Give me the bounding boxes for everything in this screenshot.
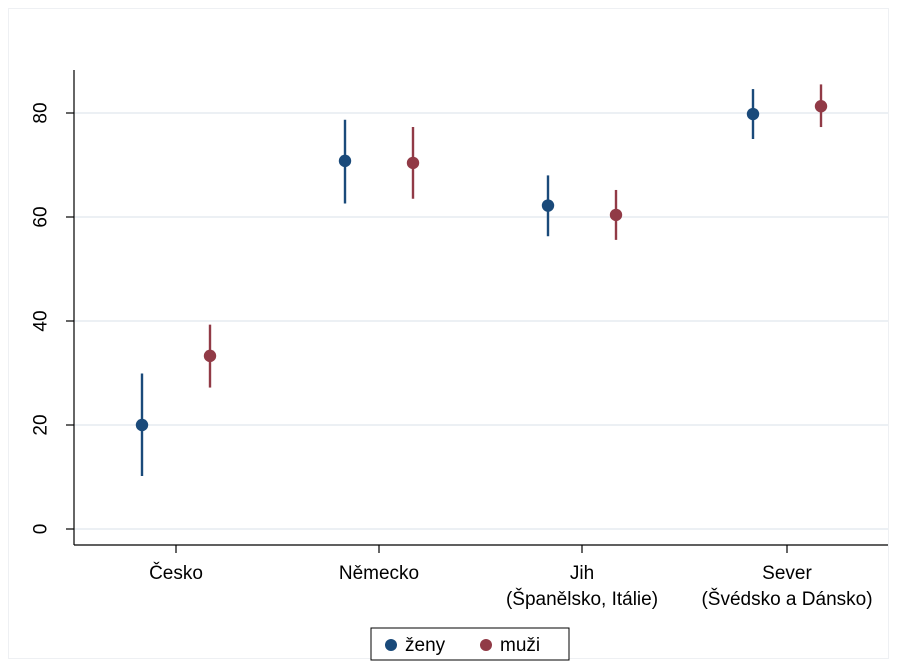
legend-box (370, 627, 570, 661)
grid (74, 112, 888, 530)
data-point (746, 107, 760, 121)
data-point (609, 208, 623, 222)
y-tick-label: 80 (31, 102, 52, 123)
data-point (338, 154, 352, 168)
legend-marker (480, 639, 492, 651)
data-point (135, 418, 149, 432)
x-tick-label: Sever (762, 563, 812, 584)
legend: ženy muži (370, 627, 570, 661)
data-point (406, 156, 420, 170)
data-point (203, 349, 217, 363)
axes (66, 70, 888, 553)
x-tick-labels: Česko Německo Jih (Španělsko, Itálie) Sever (… (149, 562, 872, 610)
y-tick-labels: 0 20 40 60 80 (31, 102, 52, 534)
y-tick-label: 40 (31, 310, 52, 331)
y-tick-label: 0 (31, 524, 52, 535)
data-point (814, 100, 828, 113)
legend-label: muži (500, 635, 540, 656)
y-tick-label: 60 (31, 206, 52, 227)
legend-label: ženy (405, 635, 446, 656)
x-tick-label: Německo (339, 563, 419, 584)
legend-marker (385, 639, 397, 651)
x-tick-label: Jih (570, 563, 594, 584)
data-point (541, 199, 555, 212)
y-tick-label: 20 (31, 414, 52, 435)
outer-frame (8, 8, 889, 659)
x-tick-label: (Švédsko a Dánsko) (701, 588, 872, 610)
marks (135, 84, 828, 476)
x-tick-label: Česko (149, 562, 203, 584)
x-tick-label: (Španělsko, Itálie) (506, 588, 658, 610)
